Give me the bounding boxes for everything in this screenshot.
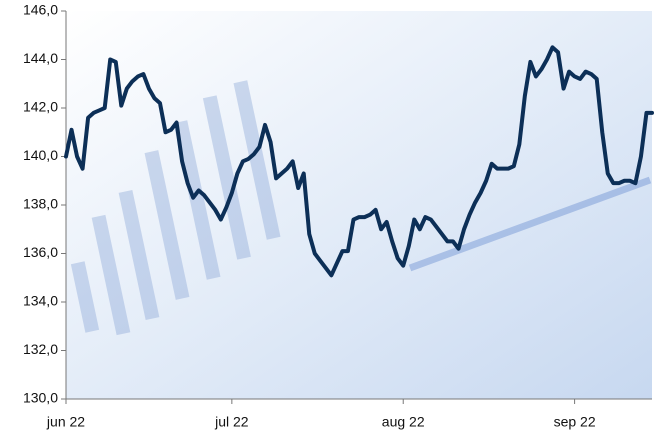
y-tick-label: 138,0: [23, 196, 58, 212]
y-tick-label: 134,0: [23, 293, 58, 309]
y-tick-label: 142,0: [23, 99, 58, 115]
y-tick-label: 140,0: [23, 147, 58, 163]
x-tick-label: aug 22: [382, 414, 425, 430]
plot-background: [66, 11, 652, 399]
y-tick-label: 130,0: [23, 390, 58, 406]
y-tick-label: 146,0: [23, 2, 58, 18]
background-decoration: [70, 80, 652, 336]
price-line: [64, 45, 654, 278]
x-tick-label: sep 22: [554, 414, 596, 430]
x-tick-label: jun 22: [46, 414, 85, 430]
y-tick-label: 136,0: [23, 244, 58, 260]
y-tick-label: 144,0: [23, 50, 58, 66]
y-tick-label: 132,0: [23, 341, 58, 357]
x-tick-label: jul 22: [214, 414, 249, 430]
